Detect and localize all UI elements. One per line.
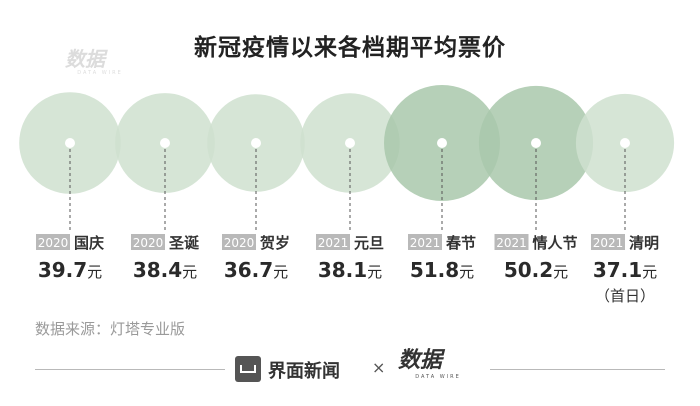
year-tag-6: 2021: [593, 236, 624, 250]
category-name-3: 元旦: [354, 234, 384, 252]
category-name-4: 春节: [446, 234, 476, 252]
value-label-0: 39.7元: [38, 258, 102, 282]
value-label-4: 51.8元: [410, 258, 474, 282]
year-tag-bg-3: [316, 234, 350, 250]
category-name-5: 情人节: [533, 234, 578, 252]
value-label-2: 36.7元: [224, 258, 288, 282]
footer-brand-main: 数据: [398, 348, 443, 373]
footer-line-right: [490, 369, 665, 370]
footer-separator: ×: [372, 358, 386, 377]
year-tag-bg-5: [494, 234, 529, 250]
year-tag-bg-0: [36, 234, 70, 250]
year-tag-4: 2021: [410, 236, 441, 250]
year-tag-3: 2021: [318, 236, 349, 250]
footer-brand-sub: DATA WIRE: [415, 374, 461, 380]
category-name-0: 国庆: [74, 234, 104, 252]
bubble-center-3: [345, 138, 355, 148]
bubble-center-1: [160, 138, 170, 148]
year-tag-2: 2020: [224, 236, 255, 250]
value-label-3: 38.1元: [318, 258, 382, 282]
value-label-1: 38.4元: [133, 258, 197, 282]
year-tag-bg-2: [222, 234, 256, 250]
chart-title: 新冠疫情以来各档期平均票价: [194, 35, 506, 61]
year-tag-bg-4: [408, 234, 442, 250]
value-label-5: 50.2元: [504, 258, 568, 282]
watermark-sub: DATA WIRE: [77, 70, 123, 76]
bubble-center-2: [251, 138, 261, 148]
bubble-center-4: [437, 138, 447, 148]
footer-line-left: [35, 369, 225, 370]
footer-name: 界面新闻: [268, 361, 340, 382]
bubble-center-0: [65, 138, 75, 148]
category-name-1: 圣诞: [168, 234, 200, 252]
bubble-center-5: [531, 138, 541, 148]
footer-brand-logo: 数据 DATA WIRE: [398, 348, 478, 388]
category-name-2: 贺岁: [259, 234, 290, 252]
year-tag-5: 2021: [496, 236, 527, 250]
watermark-main: 数据: [65, 47, 105, 71]
year-tag-bg-6: [591, 234, 625, 250]
category-name-6: 清明: [629, 234, 659, 252]
jiemian-logo-icon: [235, 356, 261, 382]
watermark-logo: 数据 DATA WIRE: [65, 48, 135, 82]
value-label-6: 37.1元: [593, 258, 657, 282]
note-label-6: （首日）: [595, 287, 655, 305]
year-tag-bg-1: [131, 234, 165, 250]
bubble-center-6: [620, 138, 630, 148]
year-tag-0: 2020: [38, 236, 69, 250]
year-tag-1: 2020: [133, 236, 164, 250]
data-source: 数据来源：灯塔专业版: [35, 320, 186, 338]
